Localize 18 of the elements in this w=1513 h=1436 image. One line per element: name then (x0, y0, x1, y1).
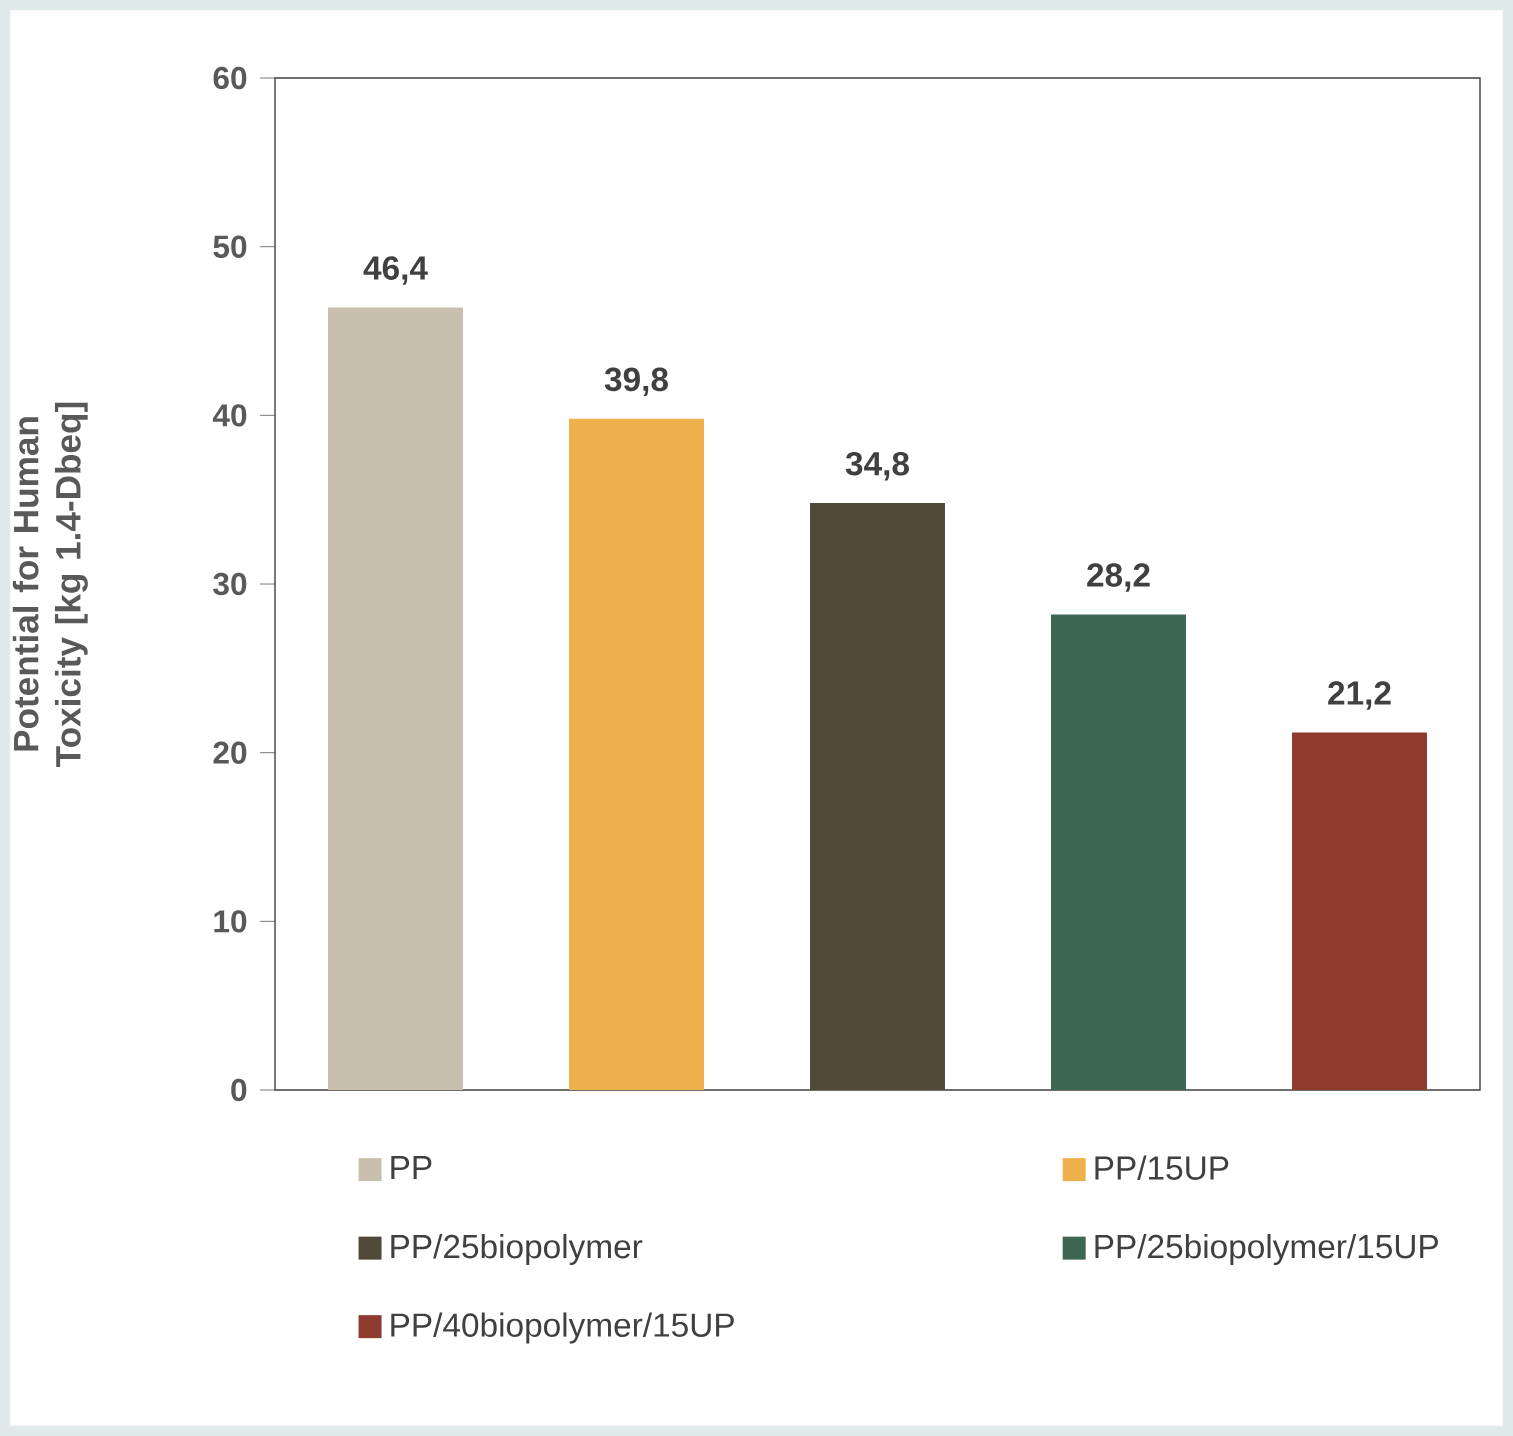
y-tick-label: 40 (212, 404, 247, 427)
y-axis-title: Potential for Human Toxicity [kg 1.4-Dbeq] (12, 402, 88, 767)
legend-label: PP/40biopolymer/15UP (391, 1312, 734, 1344)
data-label: 39,8 (604, 367, 668, 397)
legend-label: PP/15UP (1095, 1155, 1229, 1180)
data-label: 28,2 (1087, 563, 1150, 592)
data-label: 46,4 (363, 256, 428, 285)
data-label: 21,2 (1328, 681, 1391, 710)
data-label: 34,8 (845, 451, 909, 481)
y-tick-label: 20 (213, 741, 247, 764)
legend-label: PP (391, 1155, 432, 1179)
legend-label: PP/25biopolymer/15UP (1095, 1233, 1438, 1266)
y-tick-label: 30 (213, 572, 247, 596)
y-tick-label: 50 (213, 235, 247, 258)
y-tick-label: 60 (213, 66, 247, 90)
y-tick-label: 10 (214, 910, 247, 933)
legend-label: PP/25biopolymer (391, 1233, 643, 1266)
y-tick-label: 0 (231, 1078, 247, 1102)
